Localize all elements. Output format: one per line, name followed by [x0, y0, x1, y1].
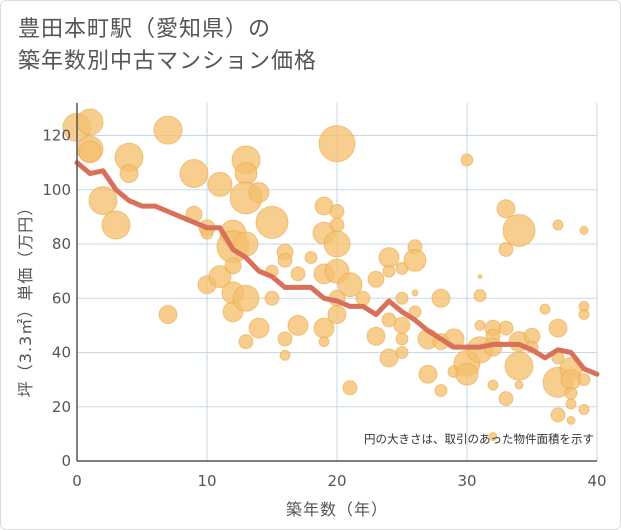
bubble-point — [234, 162, 258, 186]
y-tick-label: 80 — [52, 235, 71, 253]
y-tick-label: 100 — [42, 181, 71, 199]
bubble-series — [62, 108, 591, 442]
bubble-point — [78, 140, 102, 164]
bubble-point — [477, 274, 483, 280]
bubble-point — [279, 349, 291, 361]
bubble-point — [238, 334, 254, 350]
bubble-point — [329, 217, 345, 233]
bubble-point — [287, 314, 309, 336]
bubble-point — [101, 210, 131, 240]
x-axis-title: 築年数（年） — [286, 500, 388, 519]
x-tick-label: 10 — [197, 472, 216, 490]
bubble-point — [179, 159, 209, 189]
bubble-point — [578, 403, 590, 415]
chart-title: 豊田本町駅（愛知県）の 築年数別中古マンション価格 — [18, 14, 317, 78]
bubble-point — [318, 125, 356, 163]
bubble-point — [153, 115, 183, 145]
bubble-point — [498, 320, 514, 336]
bubble-point — [579, 225, 589, 235]
bubble-point — [232, 284, 260, 312]
axes — [76, 103, 597, 462]
bubble-point — [577, 373, 591, 387]
trend-series — [74, 160, 600, 377]
y-tick-label: 0 — [61, 452, 71, 470]
bubble-point — [488, 432, 498, 442]
bubble-point — [255, 205, 289, 239]
x-tick-label: 0 — [72, 472, 82, 490]
bubble-point — [473, 289, 487, 303]
bubble-point — [366, 326, 386, 346]
bubble-point — [550, 407, 566, 423]
bubble-point — [277, 331, 293, 347]
bubble-point — [487, 379, 499, 391]
size-legend-note: 円の大きさは、取引のあった物件面積を示す — [364, 432, 594, 446]
bubble-point — [342, 380, 358, 396]
bubble-point — [411, 289, 419, 297]
bubble-point — [564, 386, 578, 400]
average-price-line — [74, 160, 600, 377]
bubble-point — [248, 317, 270, 339]
y-tick-label: 60 — [52, 289, 71, 307]
bubble-point — [539, 303, 551, 315]
bubble-point — [207, 171, 233, 197]
bubble-point — [498, 391, 514, 407]
bubble-point — [323, 230, 351, 258]
bubble-point — [548, 318, 568, 338]
y-axis-title: 坪（3.3㎡）単価（万円） — [16, 199, 35, 397]
bubble-point — [327, 305, 347, 325]
chart-title-line-2: 築年数別中古マンション価格 — [18, 49, 318, 74]
bubble-point — [224, 257, 242, 275]
bubble-point — [379, 348, 399, 368]
bubble-point — [378, 247, 400, 269]
bubble-point — [158, 305, 178, 325]
bubble-point — [329, 203, 345, 219]
bubble-point — [318, 336, 330, 348]
bubble-point — [502, 213, 536, 247]
y-tick-label: 120 — [42, 127, 71, 145]
bubble-point — [393, 316, 411, 334]
bubble-point — [395, 291, 409, 305]
tick-labels: 0 10 20 30 40 0 20 40 60 80 100 120 — [42, 127, 606, 490]
bubble-point — [403, 248, 427, 272]
bubble-point — [248, 182, 270, 203]
bubble-point — [382, 264, 396, 278]
bubble-point — [88, 186, 118, 216]
bubble-point — [367, 270, 385, 288]
bubble-point — [434, 383, 448, 397]
y-tick-label: 20 — [52, 398, 71, 416]
bubble-point — [566, 415, 576, 425]
bubble-point — [498, 241, 514, 257]
bubble-point — [455, 362, 479, 386]
x-tick-label: 30 — [457, 472, 476, 490]
bubble-point — [565, 398, 577, 410]
bubble-point — [395, 346, 409, 360]
bubble-point — [418, 364, 438, 384]
bubble-point — [504, 351, 534, 381]
bubble-point — [304, 251, 318, 265]
x-tick-label: 40 — [587, 472, 606, 490]
bubble-point — [431, 288, 451, 308]
bubble-point — [355, 290, 371, 306]
bubble-point — [76, 108, 104, 136]
chart-title-line-1: 豊田本町駅（愛知県）の — [18, 17, 272, 42]
bubble-point — [264, 290, 280, 306]
x-tick-label: 20 — [327, 472, 346, 490]
bubble-point — [496, 199, 516, 219]
bubble-point — [277, 252, 293, 268]
bubble-point — [290, 266, 306, 282]
y-tick-label: 40 — [52, 344, 71, 362]
bubble-point — [474, 319, 486, 331]
bubble-point — [460, 153, 474, 167]
bubble-point — [514, 380, 524, 390]
bubble-point — [119, 164, 139, 184]
bubble-point — [395, 332, 409, 346]
bubble-point — [337, 272, 363, 298]
bubble-point — [552, 219, 564, 231]
bubble-point — [578, 309, 590, 321]
bubble-point — [208, 265, 232, 289]
